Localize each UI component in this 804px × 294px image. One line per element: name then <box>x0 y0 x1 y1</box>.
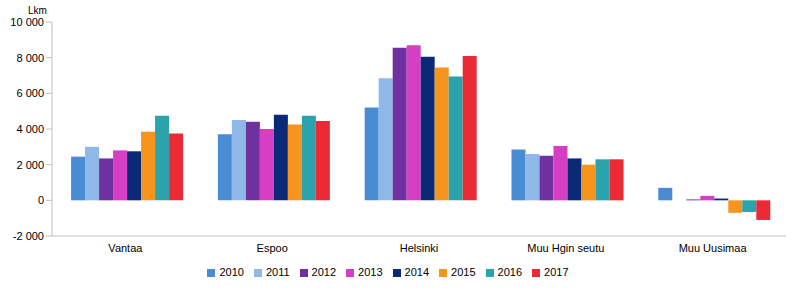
html-text:2016: 2016 <box>497 266 522 278</box>
html-text:2012: 2012 <box>311 266 337 278</box>
svg-text:Muu Hgin seutu: Muu Hgin seutu <box>527 242 604 254</box>
svg-text:10 000: 10 000 <box>10 16 44 28</box>
svg-text:0: 0 <box>38 194 44 206</box>
html-text:2013: 2013 <box>358 266 383 278</box>
svg-text:Helsinki: Helsinki <box>400 242 439 254</box>
svg-text:2 000: 2 000 <box>16 159 44 171</box>
svg-text:Muu Uusimaa: Muu Uusimaa <box>679 242 748 254</box>
svg-text:8 000: 8 000 <box>16 52 44 64</box>
html-text:2011: 2011 <box>266 266 290 278</box>
html-text:2015: 2015 <box>451 266 476 278</box>
svg-text:Vantaa: Vantaa <box>108 242 143 254</box>
html-text:2010: 2010 <box>219 266 244 278</box>
html-text:2017: 2017 <box>544 266 569 278</box>
html-text:Lkm: Lkm <box>28 5 47 16</box>
svg-text:-2 000: -2 000 <box>13 230 44 242</box>
svg-text:Espoo: Espoo <box>257 242 288 254</box>
svg-text:6 000: 6 000 <box>16 87 44 99</box>
html-text:2014: 2014 <box>404 266 430 278</box>
svg-text:4 000: 4 000 <box>16 123 44 135</box>
